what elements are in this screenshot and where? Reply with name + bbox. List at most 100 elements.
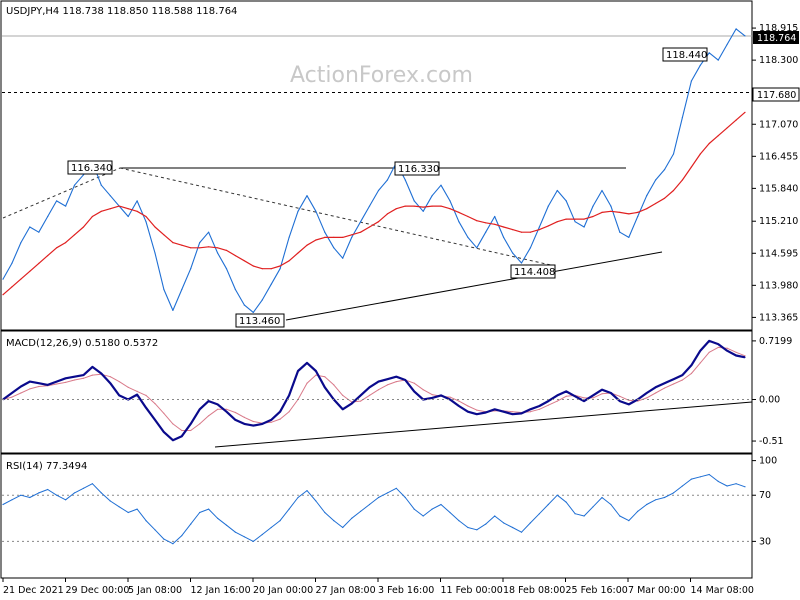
macd-line-point	[172, 439, 174, 441]
macd-line-point	[565, 390, 567, 392]
macd-line-point	[467, 411, 469, 413]
rsi-line-point	[145, 520, 147, 522]
macd-line-point	[583, 400, 585, 402]
signal-line-point	[288, 411, 290, 413]
macd-line-point	[431, 397, 433, 399]
price-line-point	[279, 268, 281, 270]
price-line-point	[699, 64, 701, 66]
rsi-line	[2, 474, 746, 545]
ma-line-point	[163, 234, 165, 236]
rsi-line-point	[476, 529, 478, 531]
rsi-line-point	[690, 478, 693, 480]
rsi-line-point	[583, 515, 585, 517]
macd-line-point	[163, 431, 165, 433]
annotation-118440: 118.440	[666, 50, 707, 61]
rsi-axis-tick-label: 100	[759, 456, 777, 467]
rsi-line-point	[288, 508, 290, 510]
ma-line-point	[538, 229, 541, 231]
macd-trendline	[214, 401, 753, 448]
signal-line-point	[726, 347, 728, 349]
macd-line-point	[190, 423, 192, 425]
ma-line-point	[511, 229, 514, 231]
signal-line-point	[619, 395, 621, 397]
signal-line-point	[243, 416, 245, 418]
rsi-line-point	[440, 503, 442, 506]
ma-line-point	[601, 211, 603, 213]
price-line-point	[440, 184, 442, 186]
rsi-line-point	[154, 529, 156, 531]
rsi-line-point	[243, 536, 245, 538]
rsi-panel-frame	[0, 453, 753, 579]
signal-line-point	[717, 346, 719, 348]
macd-line-point	[610, 392, 612, 394]
macd-line-point	[136, 394, 138, 396]
signal-line-point	[476, 409, 478, 411]
signal-line-point	[252, 420, 254, 423]
rsi-line-point	[520, 531, 523, 533]
ma-line-point	[172, 242, 174, 244]
rsi-axis-tick-label: 70	[759, 490, 771, 501]
price-axis-tick-label: 118.300	[759, 55, 798, 66]
signal-line-point	[199, 423, 201, 425]
price-line-point	[368, 205, 371, 207]
signal-line-point	[82, 377, 85, 379]
ma-line-point	[413, 205, 415, 207]
signal-line-point	[592, 397, 594, 399]
price-line-point	[288, 236, 290, 238]
price-line-point	[2, 278, 4, 280]
ma-line-point	[288, 260, 290, 262]
macd-line-point	[65, 377, 67, 379]
ma-line-point	[306, 244, 308, 246]
price-line-point	[628, 236, 630, 238]
ma-line-point	[494, 223, 496, 225]
annotation-116330: 116.330	[398, 164, 439, 175]
rsi-line-point	[610, 503, 612, 506]
macd-axis-tick-label: 0.00	[759, 395, 780, 406]
ma-line-point	[565, 218, 567, 220]
rsi-line-point	[377, 496, 380, 499]
signal-line-point	[279, 418, 281, 420]
macd-line-point	[449, 398, 451, 401]
rsi-line-point	[297, 496, 299, 499]
ma-line-point	[225, 249, 228, 251]
signal-line-point	[154, 403, 156, 405]
ma-line-point	[73, 234, 76, 236]
ma-line-point	[360, 231, 362, 233]
ma-line-point	[440, 205, 442, 207]
rsi-line-point	[494, 515, 496, 517]
macd-line-point	[413, 390, 415, 392]
rsi-line-point	[637, 510, 639, 512]
macd-line-point	[574, 395, 576, 397]
rsi-line-point	[208, 508, 210, 510]
macd-line-point	[29, 381, 31, 383]
price-line-point	[181, 288, 183, 291]
price-line-point	[56, 200, 58, 202]
price-line-point	[100, 184, 102, 186]
signal-line-point	[431, 394, 433, 396]
signal-line-point	[65, 381, 67, 383]
x-tick-label: 18 Feb 08:00	[503, 585, 565, 596]
rsi-line-point	[199, 511, 201, 514]
price-line-point	[485, 231, 487, 233]
signal-line-point	[556, 400, 558, 402]
macd-line-point	[547, 400, 549, 402]
macd-line-point	[324, 386, 326, 388]
ma-line-point	[11, 286, 13, 288]
level-tag: 117.680	[752, 87, 800, 102]
rsi-series	[2, 473, 752, 545]
price-line-point	[744, 35, 746, 37]
rsi-line-point	[386, 492, 388, 494]
price-line-point	[520, 262, 523, 264]
macd-line-point	[109, 382, 111, 384]
signal-line-point	[368, 394, 371, 396]
ma-line-point	[663, 197, 666, 199]
annotation-116340: 116.340	[71, 163, 112, 174]
macd-line-point	[726, 350, 728, 352]
rsi-line-point	[467, 526, 469, 529]
signal-line-point	[172, 423, 174, 425]
price-line-point	[47, 215, 49, 218]
price-line-point	[726, 43, 728, 46]
price-line-point	[556, 189, 558, 192]
macd-line-point	[386, 378, 388, 380]
